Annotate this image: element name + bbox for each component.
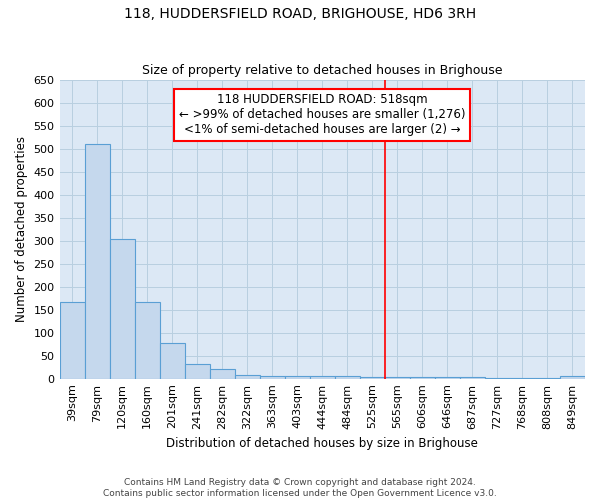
Text: 118 HUDDERSFIELD ROAD: 518sqm
← >99% of detached houses are smaller (1,276)
<1% : 118 HUDDERSFIELD ROAD: 518sqm ← >99% of … [179, 94, 466, 136]
Text: Contains HM Land Registry data © Crown copyright and database right 2024.
Contai: Contains HM Land Registry data © Crown c… [103, 478, 497, 498]
Bar [310, 376, 335, 378]
Y-axis label: Number of detached properties: Number of detached properties [15, 136, 28, 322]
Bar [235, 375, 260, 378]
Bar [59, 302, 85, 378]
Text: 118, HUDDERSFIELD ROAD, BRIGHOUSE, HD6 3RH: 118, HUDDERSFIELD ROAD, BRIGHOUSE, HD6 3… [124, 8, 476, 22]
Bar [560, 376, 585, 378]
X-axis label: Distribution of detached houses by size in Brighouse: Distribution of detached houses by size … [166, 437, 478, 450]
Bar [185, 364, 209, 378]
Bar [285, 376, 310, 378]
Title: Size of property relative to detached houses in Brighouse: Size of property relative to detached ho… [142, 64, 503, 77]
Bar [134, 302, 160, 378]
Bar [110, 239, 134, 378]
Bar [209, 370, 235, 378]
Bar [160, 343, 185, 378]
Bar [260, 376, 285, 378]
Bar [335, 376, 360, 378]
Bar [360, 377, 385, 378]
Bar [85, 144, 110, 378]
